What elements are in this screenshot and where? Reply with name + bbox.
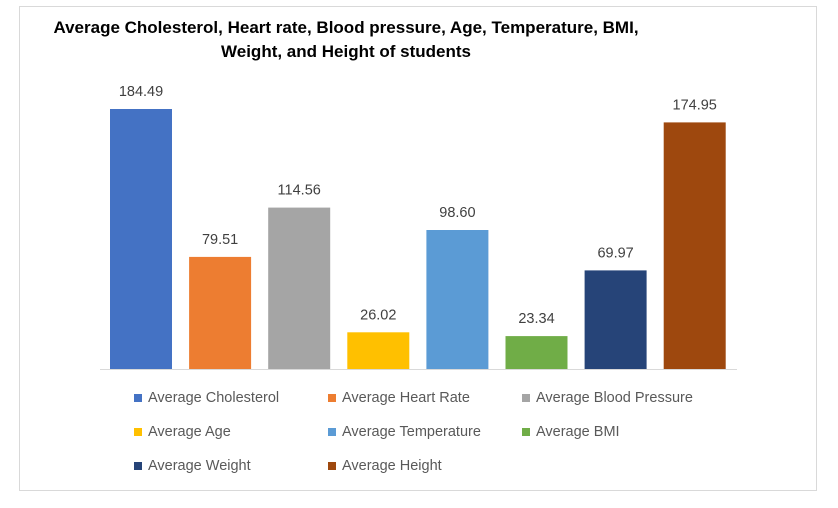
data-label-average-cholesterol: 184.49 — [119, 84, 163, 100]
legend-swatch — [134, 394, 142, 402]
legend-label: Average Heart Rate — [342, 390, 470, 406]
legend-swatch — [522, 428, 530, 436]
legend-item-average-blood-pressure: Average Blood Pressure — [522, 390, 693, 406]
bar-average-heart-rate — [189, 256, 252, 369]
data-label-average-bmi: 23.34 — [518, 311, 554, 327]
legend-label: Average Temperature — [342, 424, 481, 440]
legend-item-average-weight: Average Weight — [134, 458, 251, 474]
bar-average-bmi — [505, 336, 568, 369]
data-label-average-temperature: 98.60 — [439, 205, 475, 221]
legend-swatch — [328, 462, 336, 470]
legend-item-average-temperature: Average Temperature — [328, 424, 481, 440]
data-label-average-age: 26.02 — [360, 307, 396, 323]
legend-label: Average Height — [342, 458, 442, 474]
chart-title-line-1: Average Cholesterol, Heart rate, Blood p… — [53, 18, 639, 37]
legend-item-average-heart-rate: Average Heart Rate — [328, 390, 470, 406]
legend-label: Average Blood Pressure — [536, 390, 693, 406]
bar-average-cholesterol — [110, 109, 172, 369]
legend-item-average-cholesterol: Average Cholesterol — [134, 390, 279, 406]
legend-swatch — [328, 394, 336, 402]
data-label-average-blood-pressure: 114.56 — [278, 183, 321, 199]
bar-average-age — [347, 332, 410, 369]
bar-average-temperature — [426, 230, 489, 369]
legend-label: Average Weight — [148, 458, 251, 474]
legend-item-average-bmi: Average BMI — [522, 424, 620, 440]
legend-swatch — [328, 428, 336, 436]
legend-swatch — [134, 428, 142, 436]
chart-title: Average Cholesterol, Heart rate, Blood p… — [26, 16, 666, 64]
chart-title-line-2: Weight, and Height of students — [221, 42, 471, 61]
bar-average-blood-pressure — [268, 207, 331, 369]
data-label-average-height: 174.95 — [673, 97, 717, 113]
legend-item-average-age: Average Age — [134, 424, 231, 440]
legend-label: Average Cholesterol — [148, 390, 280, 406]
legend-swatch — [522, 394, 530, 402]
bar-average-weight — [584, 270, 647, 369]
legend-label: Average BMI — [536, 424, 620, 440]
legend-item-average-height: Average Height — [328, 458, 442, 474]
data-label-average-weight: 69.97 — [597, 245, 633, 261]
data-label-average-heart-rate: 79.51 — [202, 232, 238, 248]
legend-swatch — [134, 462, 142, 470]
bar-average-height — [663, 122, 726, 370]
legend-label: Average Age — [148, 424, 231, 440]
